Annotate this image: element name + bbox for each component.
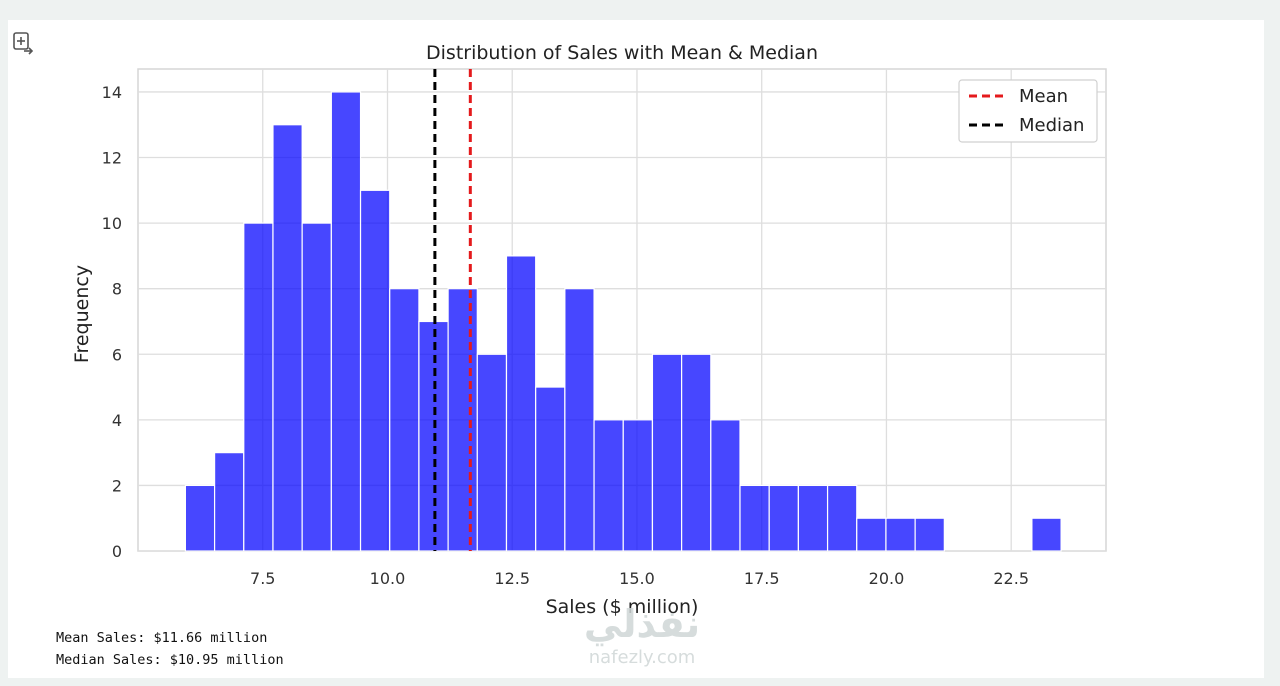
- x-tick-label: 10.0: [370, 569, 406, 588]
- histogram-bar: [681, 353, 712, 552]
- histogram-bar: [651, 353, 683, 552]
- histogram-bar: [593, 419, 624, 552]
- histogram-bar: [564, 288, 595, 552]
- x-axis-label: Sales ($ million): [546, 596, 699, 618]
- y-tick-label: 0: [112, 542, 122, 561]
- reference-lines: [433, 69, 472, 551]
- legend: Mean Median: [958, 79, 1098, 143]
- y-tick-label: 4: [112, 411, 122, 430]
- legend-mean-label: Mean: [1019, 86, 1068, 107]
- y-tick-label: 14: [102, 83, 122, 102]
- histogram-bar: [914, 517, 945, 552]
- watermark-url: nafezly.com: [588, 647, 696, 668]
- histogram-bar: [389, 288, 420, 552]
- legend-box: [958, 79, 1098, 143]
- histogram-bar: [797, 484, 829, 552]
- y-tick-label: 8: [112, 280, 122, 299]
- histogram-bar: [768, 484, 799, 552]
- median-sales-output: Median Sales: $10.95 million: [56, 652, 284, 668]
- legend-median-label: Median: [1019, 115, 1084, 136]
- histogram-bar: [826, 484, 858, 552]
- histogram-bar: [243, 222, 274, 552]
- histogram-bar: [1031, 517, 1062, 552]
- y-axis-label: Frequency: [71, 265, 93, 363]
- y-tick-label: 12: [102, 149, 122, 168]
- x-tick-label: 7.5: [250, 569, 275, 588]
- x-tick-label: 15.0: [619, 569, 655, 588]
- histogram-bar: [213, 452, 245, 552]
- histogram-bar: [301, 222, 332, 552]
- x-tick-label: 22.5: [993, 569, 1029, 588]
- histogram-bar: [272, 124, 303, 552]
- histogram-bar: [622, 419, 654, 552]
- x-ticks: 7.5 10.0 12.5 15.0 17.5 20.0 22.5: [250, 569, 1029, 588]
- x-tick-label: 12.5: [494, 569, 530, 588]
- x-tick-label: 20.0: [869, 569, 905, 588]
- histogram-bar: [505, 255, 537, 552]
- histogram-bar: [447, 288, 478, 552]
- watermark-logo: نفذلي: [583, 602, 701, 646]
- y-tick-label: 10: [102, 214, 122, 233]
- histogram-bar: [359, 189, 391, 552]
- histogram-bar: [885, 517, 916, 552]
- mean-sales-output: Mean Sales: $11.66 million: [56, 630, 268, 646]
- expand-output-icon[interactable]: [10, 30, 36, 56]
- y-tick-label: 2: [112, 476, 122, 495]
- chart-title: Distribution of Sales with Mean & Median: [426, 42, 818, 64]
- histogram-bar: [476, 353, 508, 552]
- histogram-bar: [184, 484, 216, 552]
- histogram-bar: [330, 91, 362, 552]
- histogram-bar: [535, 386, 566, 552]
- y-tick-label: 6: [112, 345, 122, 364]
- histogram-bar: [739, 484, 770, 552]
- watermark: نفذلي nafezly.com: [562, 600, 722, 686]
- histogram-bar: [710, 419, 741, 552]
- y-ticks: 0 2 4 6 8 10 12 14: [102, 83, 122, 561]
- bars: [184, 91, 1062, 552]
- x-tick-label: 17.5: [744, 569, 780, 588]
- histogram-bar: [856, 517, 887, 552]
